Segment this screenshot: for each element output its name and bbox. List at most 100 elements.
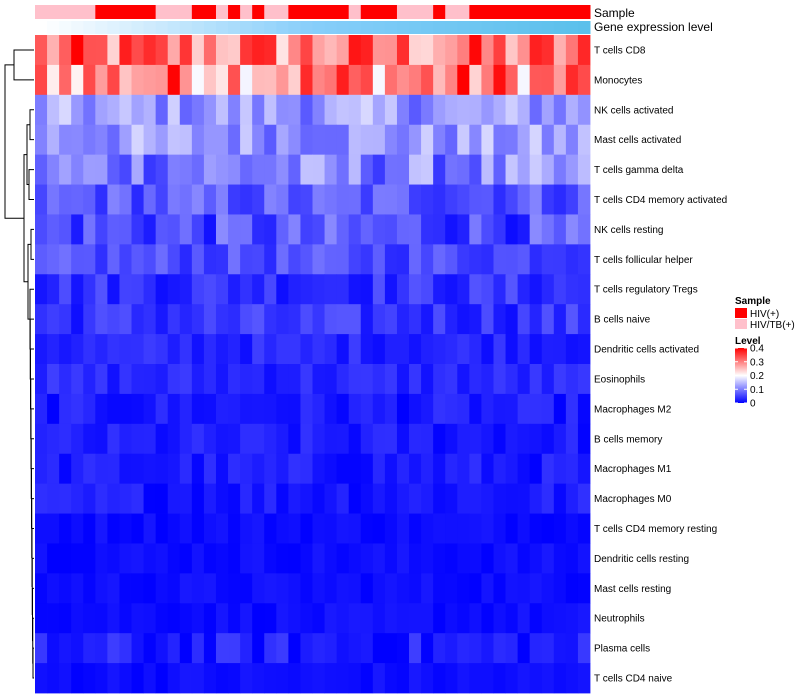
heatmap-cell bbox=[131, 184, 144, 215]
heatmap-cell bbox=[83, 483, 96, 514]
heatmap-cell bbox=[167, 483, 181, 514]
heatmap-cell bbox=[457, 304, 470, 335]
heatmap-cell bbox=[240, 633, 253, 664]
heatmap-cell bbox=[59, 393, 72, 425]
heatmap-cell bbox=[493, 573, 506, 604]
heatmap-cell bbox=[107, 423, 120, 455]
heatmap-cell bbox=[481, 274, 494, 305]
heatmap-cell bbox=[179, 124, 193, 156]
heatmap-cell bbox=[517, 274, 531, 305]
heatmap-cell bbox=[384, 513, 398, 544]
heatmap-cell bbox=[167, 35, 181, 66]
level-tick-label: 0 bbox=[750, 399, 756, 410]
heatmap-cell bbox=[155, 633, 169, 664]
heatmap-cell bbox=[35, 64, 48, 96]
heatmap-cell bbox=[71, 274, 84, 305]
heatmap-cell bbox=[577, 364, 591, 395]
sample-annotation-cell bbox=[577, 5, 591, 19]
heatmap-cell bbox=[433, 64, 446, 96]
expression-annotation-cell bbox=[95, 21, 108, 34]
heatmap-cell bbox=[119, 633, 132, 664]
heatmap-cell bbox=[252, 573, 265, 604]
heatmap-cell bbox=[71, 513, 84, 544]
heatmap-cell bbox=[481, 304, 494, 335]
heatmap-cell bbox=[191, 274, 205, 305]
heatmap-cell bbox=[300, 543, 313, 574]
heatmap-cell bbox=[457, 453, 470, 485]
heatmap-cell bbox=[469, 184, 482, 215]
heatmap-cell bbox=[276, 35, 289, 66]
heatmap-cell bbox=[529, 603, 543, 634]
heatmap-cell bbox=[35, 35, 48, 66]
heatmap-cell bbox=[481, 663, 494, 694]
heatmap-cell bbox=[577, 573, 591, 604]
heatmap-cell bbox=[469, 603, 482, 634]
heatmap-cell bbox=[300, 214, 313, 245]
heatmap-cell bbox=[300, 64, 313, 96]
heatmap-cell bbox=[481, 364, 494, 395]
heatmap-cell bbox=[372, 244, 386, 275]
heatmap-cell bbox=[360, 184, 374, 215]
heatmap-cell bbox=[433, 423, 446, 455]
heatmap-cell bbox=[167, 364, 181, 395]
heatmap-cell bbox=[264, 334, 277, 365]
heatmap-cell bbox=[83, 603, 96, 634]
heatmap-cell bbox=[577, 244, 591, 275]
heatmap-cell bbox=[143, 35, 157, 66]
heatmap-cell bbox=[191, 453, 205, 485]
heatmap-cell bbox=[276, 573, 289, 604]
heatmap-cell bbox=[505, 184, 519, 215]
heatmap-cell bbox=[433, 154, 446, 185]
heatmap-cell bbox=[324, 603, 338, 634]
heatmap-cell bbox=[71, 35, 84, 66]
heatmap-cell bbox=[300, 663, 313, 694]
heatmap-cell bbox=[445, 513, 458, 544]
heatmap-cell bbox=[131, 633, 144, 664]
legend-swatch-hivtb bbox=[735, 319, 747, 329]
heatmap-cell bbox=[264, 124, 277, 156]
heatmap-cell bbox=[59, 35, 72, 66]
heatmap-cell bbox=[336, 483, 350, 514]
heatmap-cell bbox=[481, 154, 494, 185]
heatmap-cell bbox=[179, 64, 193, 96]
heatmap-cell bbox=[481, 483, 494, 514]
heatmap-cell bbox=[131, 64, 144, 96]
heatmap-cell bbox=[191, 94, 205, 126]
heatmap-cell bbox=[203, 603, 217, 634]
legend-label-hiv: HIV(+) bbox=[750, 309, 779, 320]
heatmap-cell bbox=[191, 483, 205, 514]
heatmap-cell bbox=[493, 334, 506, 365]
heatmap-cell bbox=[505, 543, 519, 574]
heatmap-cell bbox=[433, 364, 446, 395]
heatmap-cell bbox=[47, 124, 60, 156]
heatmap-cell bbox=[95, 364, 108, 395]
heatmap-cell bbox=[481, 543, 494, 574]
sample-annotation-cell bbox=[348, 5, 362, 19]
sample-annotation-cell bbox=[565, 5, 579, 19]
row-label: Macrophages M0 bbox=[594, 494, 672, 505]
heatmap-cell bbox=[336, 543, 350, 574]
heatmap-cell bbox=[95, 274, 108, 305]
heatmap-cell bbox=[348, 513, 362, 544]
heatmap-cell bbox=[529, 214, 543, 245]
heatmap-cell bbox=[421, 483, 434, 514]
heatmap-cell bbox=[529, 453, 543, 485]
heatmap-cell bbox=[481, 94, 494, 126]
heatmap-cell bbox=[215, 633, 229, 664]
sample-annotation-cell bbox=[336, 5, 350, 19]
heatmap-cell bbox=[71, 184, 84, 215]
row-label: T cells CD4 memory activated bbox=[594, 195, 727, 206]
heatmap-cell bbox=[300, 304, 313, 335]
sample-annotation-cell bbox=[252, 5, 265, 19]
heatmap-cell bbox=[119, 214, 132, 245]
sample-annotation-cell bbox=[541, 5, 555, 19]
heatmap-cell bbox=[83, 214, 96, 245]
annotation-label-sample: Sample bbox=[594, 6, 635, 20]
sample-annotation-cell bbox=[288, 5, 301, 19]
heatmap-cell bbox=[481, 184, 494, 215]
heatmap-cell bbox=[360, 453, 374, 485]
heatmap-cell bbox=[240, 453, 253, 485]
heatmap-cell bbox=[469, 94, 482, 126]
heatmap-cell bbox=[71, 214, 84, 245]
heatmap-cell bbox=[143, 214, 157, 245]
